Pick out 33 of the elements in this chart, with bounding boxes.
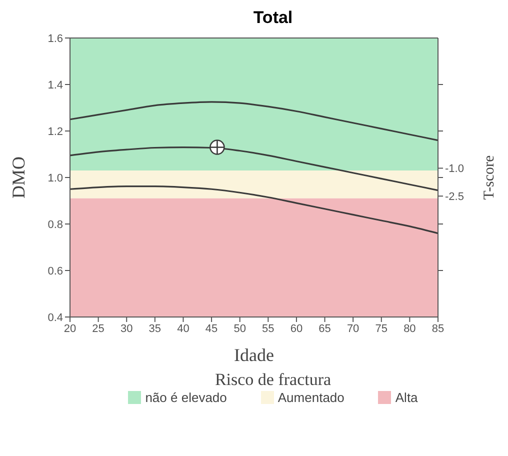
legend-title: Risco de fractura [214, 370, 332, 390]
x-tick-label: 35 [148, 322, 162, 335]
y-axis-title: DMO [8, 156, 28, 199]
x-tick-label: 20 [64, 322, 76, 335]
legend-label: Aumentado [276, 390, 344, 405]
line-series [70, 186, 438, 234]
x-tick-label: 50 [234, 322, 246, 335]
y-tick-label: 0.8 [48, 218, 63, 231]
y-tick-label: 0.4 [48, 312, 63, 324]
x-tick-label: 70 [346, 322, 360, 335]
x-tick-label: 80 [404, 322, 416, 335]
x-tick-label: 25 [92, 322, 104, 335]
legend-label: não é elevado [144, 390, 227, 405]
line-series [70, 101, 438, 142]
legend-label: Alta [394, 390, 418, 405]
x-tick-label: 45 [205, 322, 218, 335]
y2-tick-label: -1.0 [445, 163, 464, 176]
x-tick-label: 60 [290, 322, 303, 335]
y-tick-label: 1.4 [48, 79, 63, 92]
x-tick-label: 55 [262, 322, 274, 335]
y2-tick-label: -2.5 [445, 191, 464, 204]
x-tick-label: 40 [177, 322, 190, 335]
x-tick-label: 75 [375, 322, 388, 335]
x-tick-label: 30 [120, 322, 133, 335]
x-tick-label: 65 [318, 322, 331, 335]
x-tick-label: 85 [432, 322, 444, 335]
y-tick-label: 1.6 [48, 32, 63, 45]
y-tick-label: 0.6 [48, 265, 63, 278]
y-tick-label: 1.0 [48, 172, 63, 184]
x-axis-title: Idade [234, 345, 274, 365]
y-tick-label: 1.2 [48, 126, 63, 138]
chart-title: Total [252, 8, 294, 28]
y2-axis-title: T-score [481, 154, 498, 200]
